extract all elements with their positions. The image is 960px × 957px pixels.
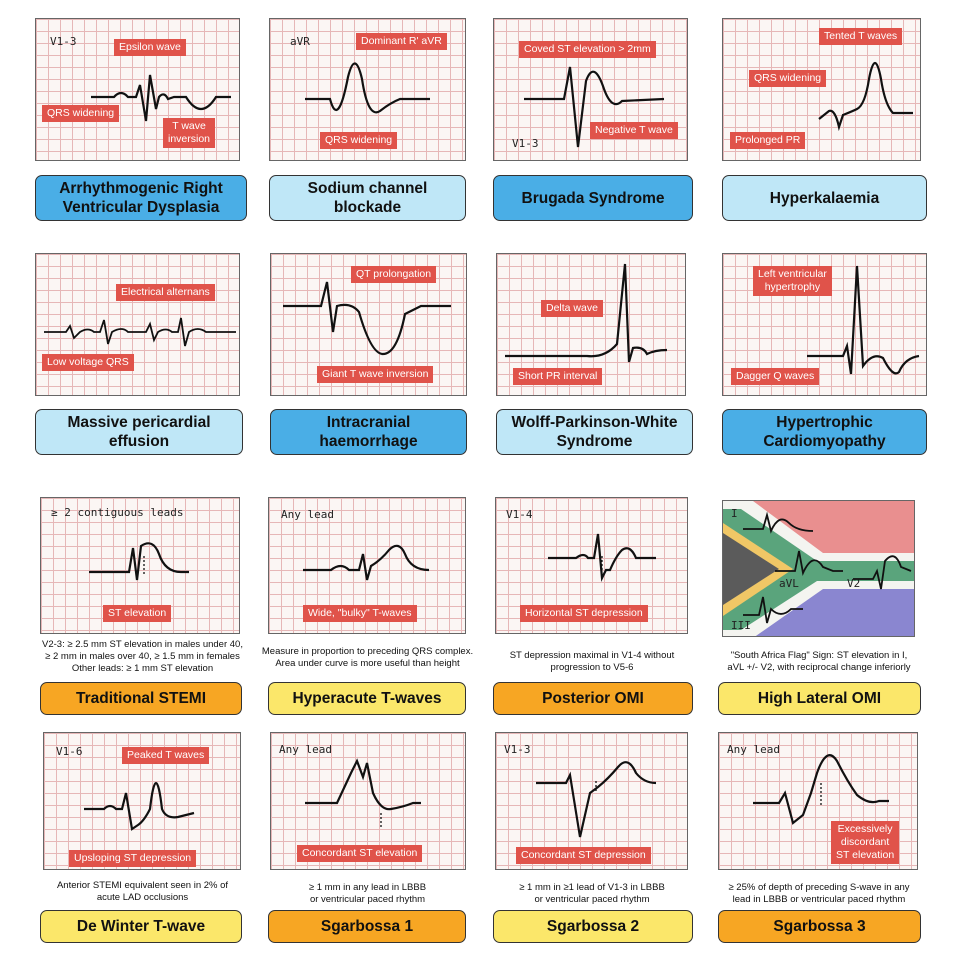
ecg-panel-sgarbossa1: Any lead Concordant ST elevation	[270, 732, 466, 870]
tag-bulky-t-waves: Wide, "bulky" T-waves	[303, 605, 417, 622]
label-brugada: Brugada Syndrome	[493, 175, 693, 221]
label-posterior-omi: Posterior OMI	[493, 682, 693, 715]
ecg-trace	[524, 66, 665, 148]
note-posterior: ST depression maximal in V1-4 without pr…	[509, 650, 675, 673]
flag-lead-v2: V2	[847, 577, 861, 590]
tag-short-pr-interval: Short PR interval	[513, 368, 603, 385]
label-de-winter: De Winter T-wave	[40, 910, 242, 943]
ecg-panel-wpw: Delta wave Short PR interval	[496, 253, 686, 396]
tag-coved-st-elevation: Coved ST elevation > 2mm	[519, 41, 656, 58]
label-hyperacute: Hyperacute T-waves	[268, 682, 466, 715]
note-sgarbossa2: ≥ 1 mm in ≥1 lead of V1-3 in LBBB or ven…	[519, 882, 665, 905]
label-wpw: Wolff-Parkinson-White Syndrome	[496, 409, 693, 455]
ecg-trace	[91, 74, 231, 122]
lead-label: aVR	[290, 35, 310, 48]
tag-qrs-widening: QRS widening	[320, 132, 398, 149]
lead-label: Any lead	[281, 508, 334, 521]
tag-dagger-q-waves: Dagger Q waves	[731, 368, 820, 385]
ecg-trace	[84, 782, 195, 831]
lead-label: Any lead	[727, 743, 780, 756]
flag-lead-i: I	[731, 507, 738, 520]
tag-electrical-alternans: Electrical alternans	[116, 284, 215, 301]
tag-low-voltage-qrs: Low voltage QRS	[42, 354, 134, 371]
ecg-panel-intracranial: QT prolongation Giant T wave inversion	[270, 253, 467, 396]
tag-delta-wave: Delta wave	[541, 300, 603, 317]
tag-concordant-st-elevation: Concordant ST elevation	[297, 845, 423, 862]
label-traditional-stemi: Traditional STEMI	[40, 682, 242, 715]
note-stemi: V2-3: ≥ 2.5 mm ST elevation in males und…	[42, 639, 243, 674]
ecg-panel-posterior: V1-4 Horizontal ST depression	[495, 497, 688, 634]
tag-lv-hypertrophy: Left ventricular hypertrophy	[753, 266, 832, 296]
label-sgarbossa1: Sgarbossa 1	[268, 910, 466, 943]
ecg-trace	[305, 758, 421, 829]
label-arvd: Arrhythmogenic Right Ventricular Dysplas…	[35, 175, 247, 221]
tag-st-elevation: ST elevation	[103, 605, 172, 622]
lead-label: V1-6	[56, 745, 83, 758]
label-sodium-channel: Sodium channel blockade	[269, 175, 466, 221]
tag-giant-t-wave-inversion: Giant T wave inversion	[317, 366, 434, 383]
tag-qt-prolongation: QT prolongation	[351, 266, 437, 283]
tag-epsilon-wave: Epsilon wave	[114, 39, 186, 56]
ecg-trace	[89, 542, 189, 581]
ecg-panel-pericardial: Electrical alternans Low voltage QRS	[35, 253, 240, 396]
ecg-trace	[807, 265, 920, 375]
note-lateral: "South Africa Flag" Sign: ST elevation i…	[727, 650, 911, 673]
label-hcm: Hypertrophic Cardiomyopathy	[722, 409, 927, 455]
tag-horizontal-st-depression: Horizontal ST depression	[520, 605, 648, 622]
flag-lead-iii: III	[731, 619, 751, 632]
label-pericardial: Massive pericardial effusion	[35, 409, 243, 455]
ecg-panel-sgarbossa3: Any lead Excessively discordant ST eleva…	[718, 732, 918, 870]
tag-dominant-r-avr: Dominant R' aVR	[356, 33, 447, 50]
ecg-panel-hcm: Left ventricular hypertrophy Dagger Q wa…	[722, 253, 927, 396]
label-high-lateral-omi: High Lateral OMI	[718, 682, 921, 715]
ecg-trace	[505, 263, 668, 363]
lead-label: V1-3	[512, 137, 539, 150]
tag-prolonged-pr: Prolonged PR	[730, 132, 806, 149]
tag-concordant-st-depression: Concordant ST depression	[516, 847, 651, 864]
ecg-panel-arvd: V1-3 Epsilon wave QRS widening T wave in…	[35, 18, 240, 161]
ecg-panel-brugada: V1-3 Coved ST elevation > 2mm Negative T…	[493, 18, 688, 161]
note-dewinter: Anterior STEMI equivalent seen in 2% of …	[56, 880, 229, 903]
ecg-panel-stemi: ≥ 2 contiguous leads ST elevation	[40, 497, 240, 634]
label-hyperkalaemia: Hyperkalaemia	[722, 175, 927, 221]
ecg-trace	[818, 61, 913, 132]
lead-label: ≥ 2 contiguous leads	[51, 506, 184, 519]
tag-peaked-t-waves: Peaked T waves	[122, 747, 210, 764]
ecg-trace	[536, 761, 657, 838]
ecg-trace	[303, 544, 430, 581]
ecg-panel-hyperkalaemia: Tented T waves QRS widening Prolonged PR	[722, 18, 921, 161]
south-africa-flag-panel: I aVL V2 III	[722, 500, 915, 637]
ecg-panel-hyperacute: Any lead Wide, "bulky" T-waves	[268, 497, 466, 634]
tag-t-wave-inversion: T wave inversion	[163, 118, 216, 148]
lead-label: Any lead	[279, 743, 332, 756]
ecg-trace	[44, 317, 236, 347]
note-sgarbossa3: ≥ 25% of depth of preceding S-wave in an…	[728, 882, 910, 905]
ecg-trace	[283, 281, 451, 356]
flag-lead-avl: aVL	[779, 577, 799, 590]
label-sgarbossa2: Sgarbossa 2	[493, 910, 693, 943]
ecg-trace	[753, 754, 889, 825]
label-intracranial: Intracranial haemorrhage	[270, 409, 467, 455]
lead-label: V1-4	[506, 508, 533, 521]
lead-label: V1-3	[504, 743, 531, 756]
label-sgarbossa3: Sgarbossa 3	[718, 910, 921, 943]
tag-qrs-widening: QRS widening	[42, 105, 120, 122]
ecg-panel-sodium-channel: aVR Dominant R' aVR QRS widening	[269, 18, 466, 161]
flag-graphic	[723, 501, 914, 636]
tag-excessively-discordant: Excessively discordant ST elevation	[831, 821, 900, 864]
tag-qrs-widening: QRS widening	[749, 70, 827, 87]
ecg-trace	[305, 62, 430, 114]
tag-upsloping-st-depression: Upsloping ST depression	[69, 850, 197, 867]
ecg-panel-sgarbossa2: V1-3 Concordant ST depression	[495, 732, 688, 870]
lead-label: V1-3	[50, 35, 77, 48]
note-sgarbossa1: ≥ 1 mm in any lead in LBBB or ventricula…	[308, 882, 427, 905]
tag-tented-t-waves: Tented T waves	[819, 28, 903, 45]
tag-negative-t-wave: Negative T wave	[590, 122, 678, 139]
ecg-trace	[548, 533, 656, 582]
note-hyperacute: Measure in proportion to preceding QRS c…	[261, 646, 474, 669]
ecg-panel-dewinter: V1-6 Peaked T waves Upsloping ST depress…	[43, 732, 241, 870]
